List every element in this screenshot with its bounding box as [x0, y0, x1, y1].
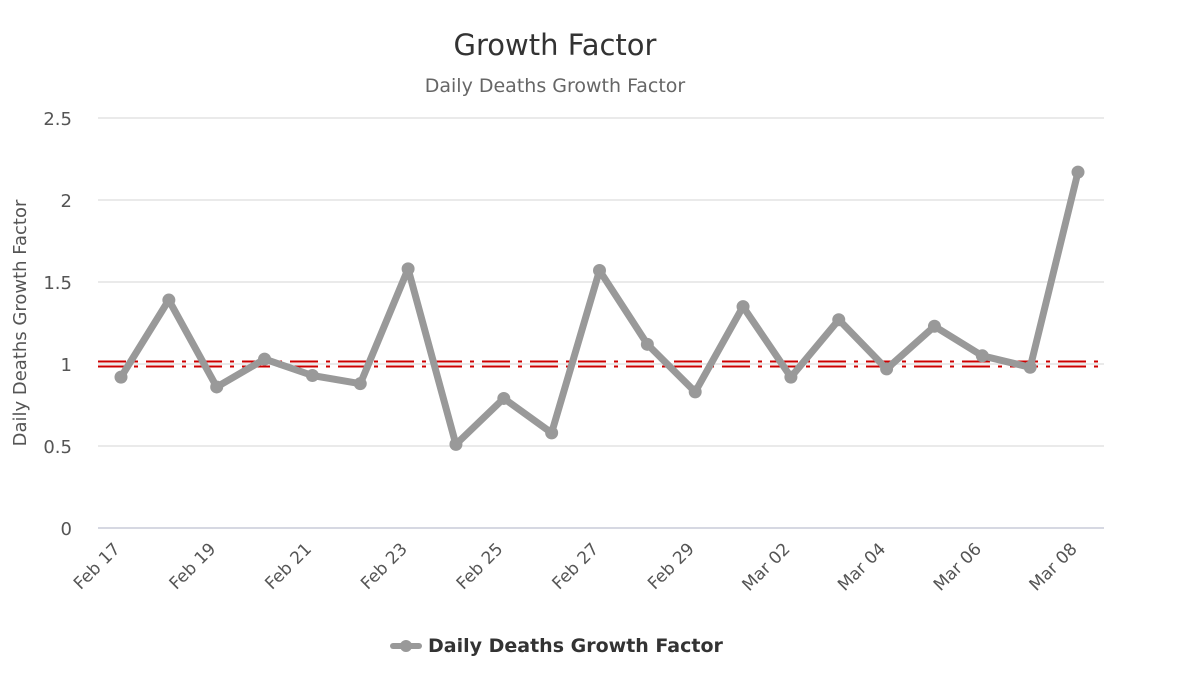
- x-tick-label: Mar 02: [738, 539, 794, 595]
- y-tick-label: 1.5: [43, 273, 72, 294]
- y-axis-ticks: 0 0.5 1 1.5 2 2.5: [43, 109, 72, 540]
- x-tick-label: Feb 17: [70, 539, 125, 594]
- x-tick-label: Feb 19: [166, 539, 221, 594]
- x-tick-label: Feb 21: [261, 539, 316, 594]
- data-point: [114, 370, 128, 384]
- data-point: [736, 300, 750, 314]
- x-tick-label: Feb 29: [644, 539, 699, 594]
- data-point: [784, 370, 798, 384]
- data-point: [497, 391, 511, 405]
- data-point: [162, 293, 176, 307]
- data-point: [832, 313, 846, 327]
- x-tick-label: Feb 27: [548, 539, 603, 594]
- legend[interactable]: Daily Deaths Growth Factor: [390, 635, 724, 657]
- data-point: [593, 264, 606, 278]
- x-axis-ticks: Feb 17 Feb 19 Feb 21 Feb 23 Feb 25 Feb 27 Feb …: [70, 539, 1082, 595]
- legend-label: Daily Deaths Growth Factor: [428, 635, 724, 657]
- x-tick-label: Mar 04: [834, 539, 890, 595]
- data-point: [880, 362, 894, 376]
- data-point: [688, 385, 702, 399]
- data-point: [353, 377, 367, 391]
- data-point: [1023, 360, 1037, 374]
- y-tick-label: 0.5: [43, 437, 72, 458]
- data-point: [1071, 165, 1085, 179]
- x-tick-label: Mar 06: [930, 539, 986, 595]
- series-group: [114, 165, 1085, 451]
- y-tick-label: 1: [61, 355, 72, 376]
- gridlines: [98, 117, 1104, 529]
- data-point: [210, 380, 224, 394]
- y-tick-label: 2.5: [43, 109, 72, 130]
- x-tick-label: Feb 25: [453, 539, 508, 594]
- y-axis-title: Daily Deaths Growth Factor: [10, 199, 31, 446]
- data-point: [258, 352, 272, 366]
- series-line: [117, 168, 1082, 448]
- y-tick-label: 2: [61, 191, 72, 212]
- data-point: [449, 437, 463, 451]
- data-point: [640, 337, 654, 351]
- data-point: [401, 262, 415, 276]
- data-point: [927, 319, 941, 333]
- data-point: [545, 426, 559, 440]
- chart-subtitle: Daily Deaths Growth Factor: [425, 75, 686, 97]
- legend-marker-symbol: [400, 640, 412, 652]
- x-tick-label: Mar 08: [1026, 539, 1082, 595]
- y-tick-label: 0: [61, 519, 72, 540]
- data-point: [975, 349, 989, 363]
- data-point: [305, 368, 319, 382]
- x-tick-label: Feb 23: [357, 539, 412, 594]
- chart-title: Growth Factor: [454, 28, 657, 62]
